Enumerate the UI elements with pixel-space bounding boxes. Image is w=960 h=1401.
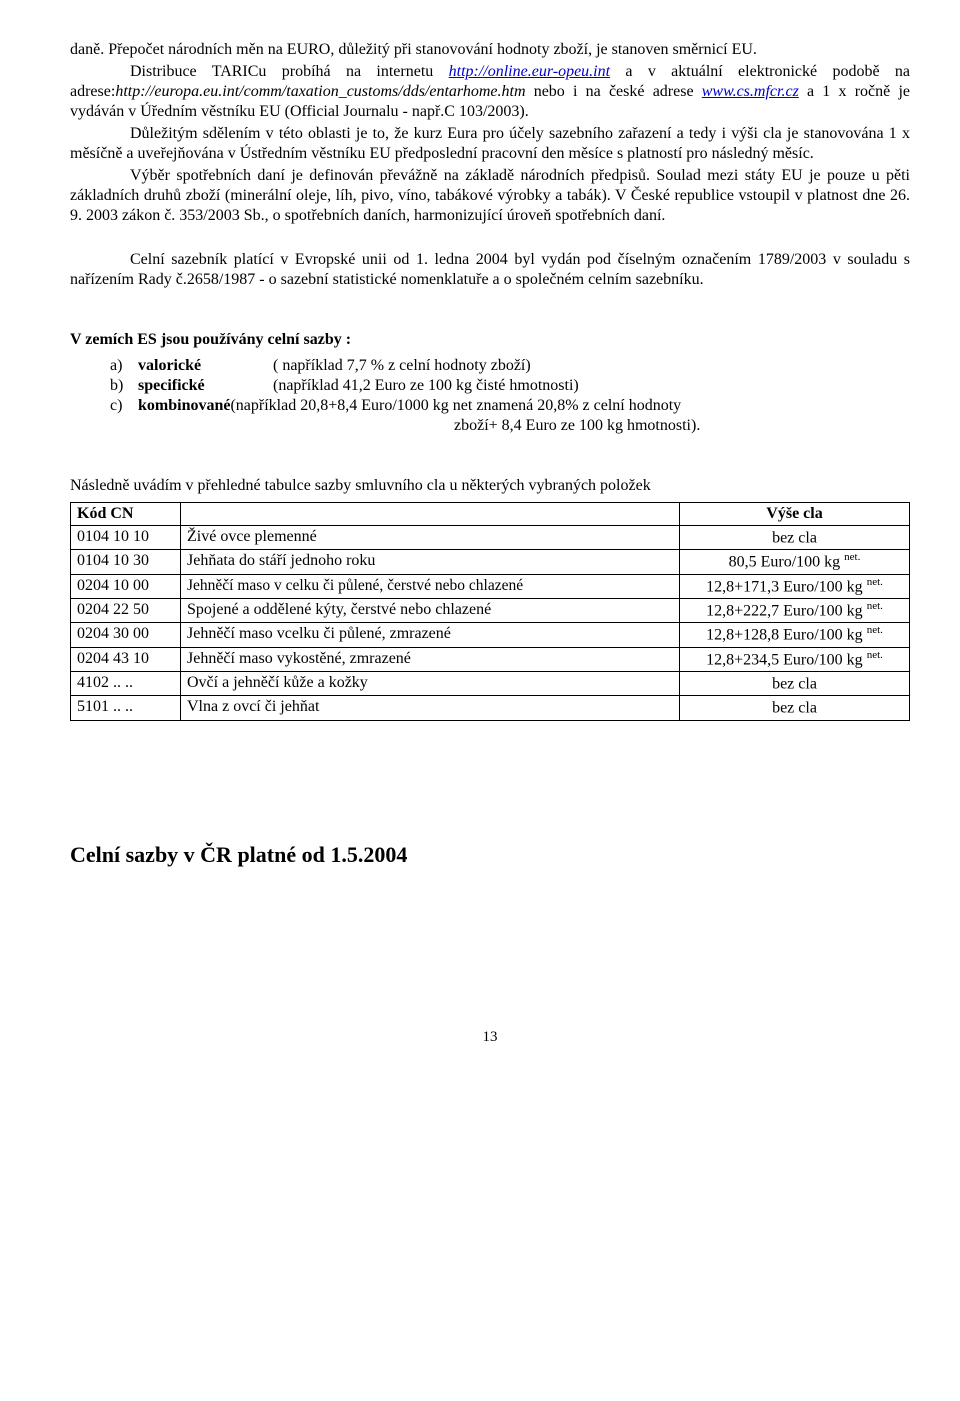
para-1g: Důležitým sdělením v této oblasti je to,… (70, 124, 910, 164)
cell-code: 4102 .. .. (71, 671, 181, 695)
rate-name: specifické (138, 376, 273, 396)
rate-desc: ( například 7,7 % z celní hodnoty zboží) (273, 356, 910, 376)
cell-desc: Ovčí a jehněčí kůže a kožky (181, 671, 680, 695)
cell-code: 0104 10 30 (71, 550, 181, 574)
cell-code: 0204 43 10 (71, 647, 181, 671)
para-1a: daně. Přepočet národních měn na EURO, dů… (70, 40, 910, 60)
url-europa: http://europa.eu.int/comm/taxation_custo… (115, 83, 525, 100)
para-2a: Celní sazebník platící v Evropské unii o… (70, 250, 910, 290)
table-row: 5101 .. .. Vlna z ovcí či jehňat bez cla (71, 696, 910, 720)
rate-item-b: b) specifické (například 41,2 Euro ze 10… (110, 376, 910, 396)
tariff-table: Kód CN Výše cla 0104 10 10 Živé ovce ple… (70, 502, 910, 721)
para-1b: Distribuce TARICu probíhá na internetu h… (70, 62, 910, 122)
text: Distribuce TARICu probíhá na internetu (130, 63, 449, 80)
page-number: 13 (70, 1028, 910, 1047)
cell-rate: bez cla (680, 696, 910, 720)
col-empty (181, 503, 680, 526)
cell-desc: Jehňata do stáří jednoho roku (181, 550, 680, 574)
cell-rate: 12,8+222,7 Euro/100 kg net. (680, 598, 910, 622)
table-row: 0204 30 00 Jehněčí maso vcelku či půlené… (71, 623, 910, 647)
cell-code: 5101 .. .. (71, 696, 181, 720)
rate-marker: b) (110, 376, 138, 396)
table-row: 0104 10 30 Jehňata do stáří jednoho roku… (71, 550, 910, 574)
table-row: 0204 10 00 Jehněčí maso v celku či půlen… (71, 574, 910, 598)
cell-rate: bez cla (680, 671, 910, 695)
text: nebo i na české adrese (526, 83, 702, 100)
cell-desc: Jehněčí maso vcelku či půlené, zmrazené (181, 623, 680, 647)
cell-rate: 12,8+128,8 Euro/100 kg net. (680, 623, 910, 647)
col-kod-cn: Kód CN (71, 503, 181, 526)
rate-wrap: zboží+ 8,4 Euro ze 100 kg hmotnosti). (454, 416, 910, 436)
cell-desc: Jehněčí maso vykostěné, zmrazené (181, 647, 680, 671)
rate-item-a: a) valorické ( například 7,7 % z celní h… (110, 356, 910, 376)
table-row: 0204 43 10 Jehněčí maso vykostěné, zmraz… (71, 647, 910, 671)
cell-code: 0204 30 00 (71, 623, 181, 647)
rate-desc: (například 41,2 Euro ze 100 kg čisté hmo… (273, 376, 910, 396)
table-header-row: Kód CN Výše cla (71, 503, 910, 526)
cell-code: 0104 10 10 (71, 526, 181, 550)
cell-desc: Živé ovce plemenné (181, 526, 680, 550)
link-mfcr[interactable]: www.cs.mfcr.cz (702, 83, 799, 100)
rate-marker: a) (110, 356, 138, 376)
cell-rate: bez cla (680, 526, 910, 550)
link-online-eur[interactable]: http://online.eur-opeu.int (449, 63, 610, 80)
col-vyse-cla: Výše cla (680, 503, 910, 526)
rate-desc: (například 20,8+8,4 Euro/1000 kg net zna… (230, 396, 910, 416)
rates-heading: V zemích ES jsou používány celní sazby : (70, 330, 910, 350)
rate-name: valorické (138, 356, 273, 376)
rate-marker: c) (110, 396, 138, 416)
cell-desc: Spojené a oddělené kýty, čerstvé nebo ch… (181, 598, 680, 622)
table-row: 4102 .. .. Ovčí a jehněčí kůže a kožky b… (71, 671, 910, 695)
cell-rate: 80,5 Euro/100 kg net. (680, 550, 910, 574)
cell-code: 0204 10 00 (71, 574, 181, 598)
cell-rate: 12,8+234,5 Euro/100 kg net. (680, 647, 910, 671)
table-intro: Následně uvádím v přehledné tabulce sazb… (70, 476, 910, 496)
cell-desc: Jehněčí maso v celku či půlené, čerstvé … (181, 574, 680, 598)
heading-celni-sazby-cr: Celní sazby v ČR platné od 1.5.2004 (70, 841, 910, 869)
cell-rate: 12,8+171,3 Euro/100 kg net. (680, 574, 910, 598)
rates-list: a) valorické ( například 7,7 % z celní h… (110, 356, 910, 436)
cell-code: 0204 22 50 (71, 598, 181, 622)
para-1h: Výběr spotřebních daní je definován přev… (70, 166, 910, 226)
table-row: 0204 22 50 Spojené a oddělené kýty, čers… (71, 598, 910, 622)
rate-item-c: c) kombinované (například 20,8+8,4 Euro/… (110, 396, 910, 436)
table-row: 0104 10 10 Živé ovce plemenné bez cla (71, 526, 910, 550)
rate-name: kombinované (138, 396, 230, 416)
cell-desc: Vlna z ovcí či jehňat (181, 696, 680, 720)
